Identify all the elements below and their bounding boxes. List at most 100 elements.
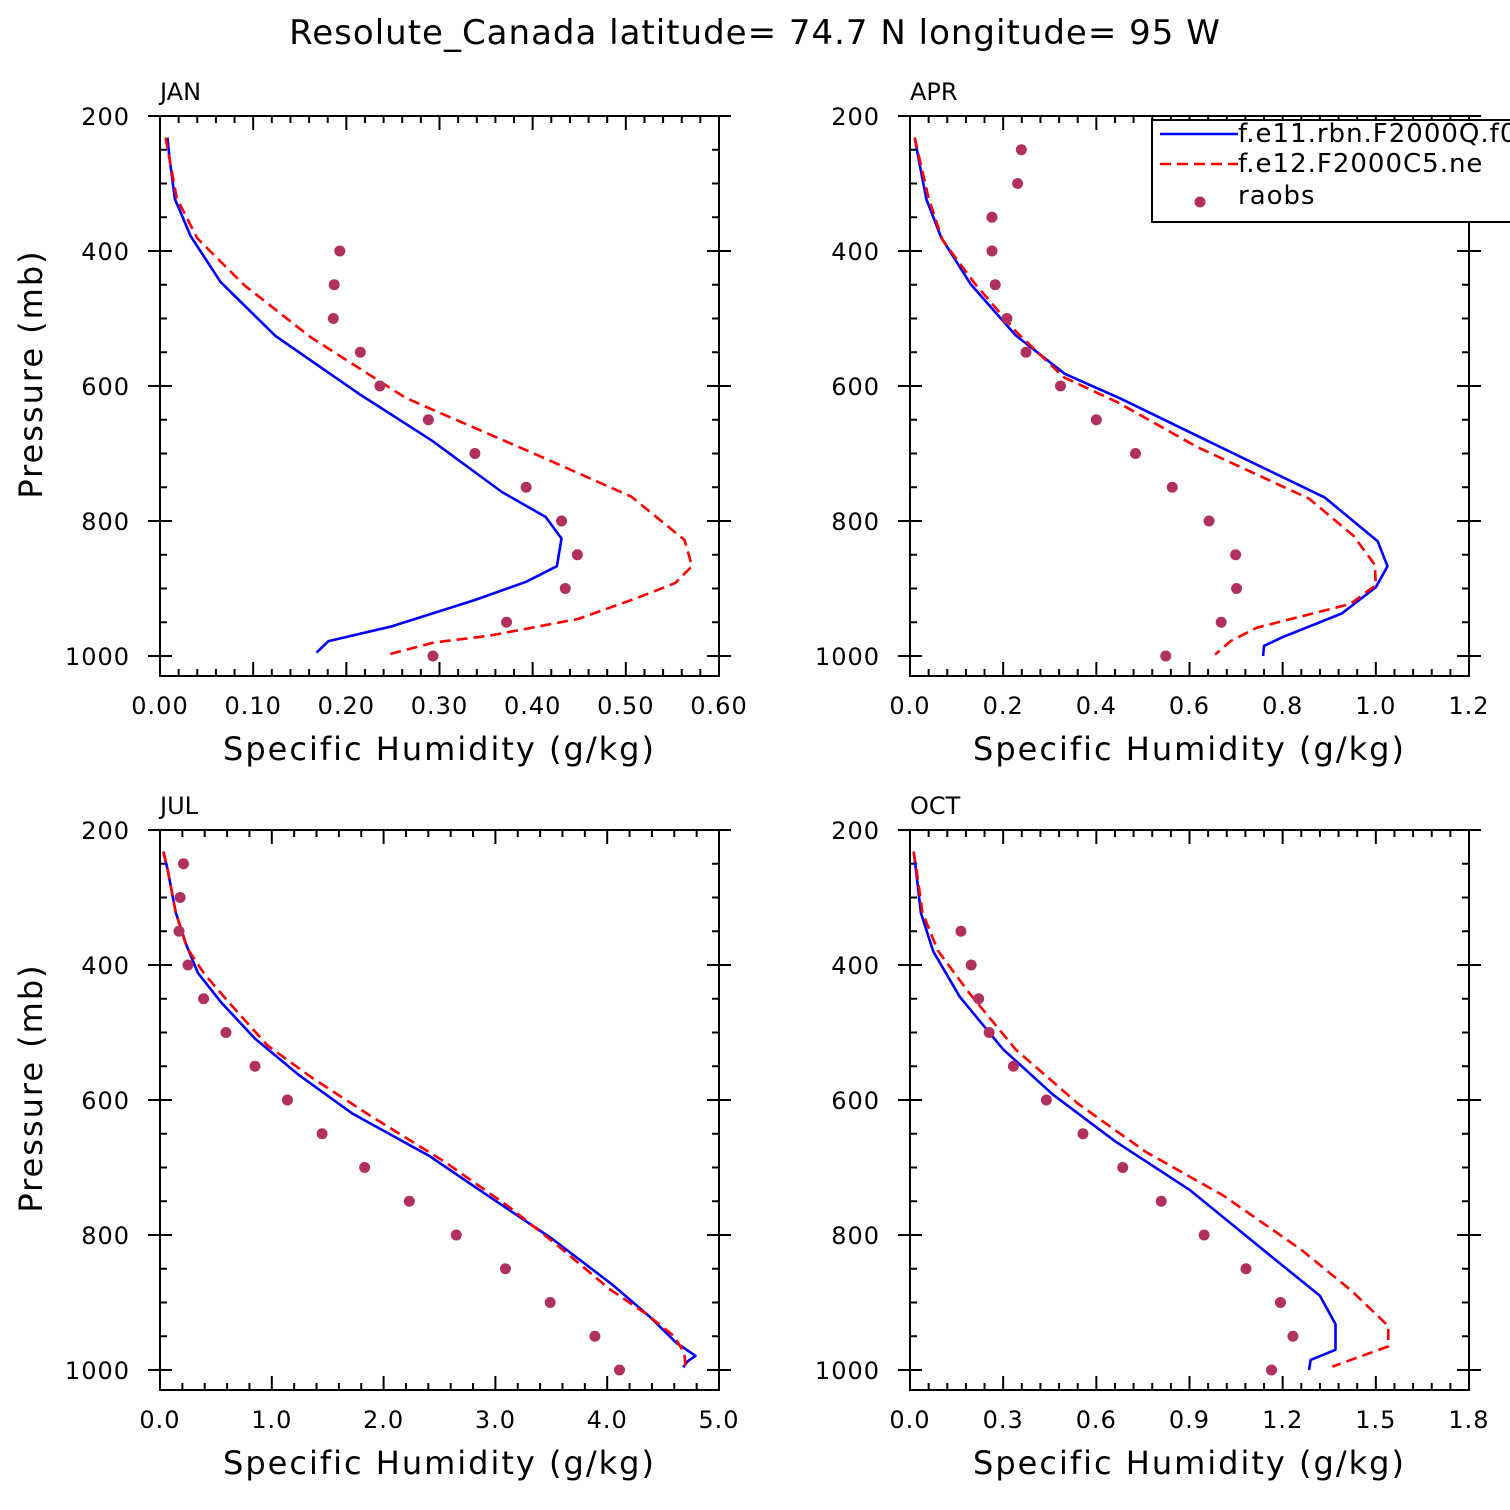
legend-marker-dot: [1194, 196, 1206, 208]
y-axis-label: Pressure (mb): [12, 249, 50, 498]
model-line-dashed: [162, 851, 687, 1367]
raobs-point: [1160, 650, 1172, 662]
x-tick-label: 0.6: [1076, 1406, 1117, 1434]
legend-entry: f.e12.F2000C5.ne: [1160, 149, 1483, 179]
y-tick-label: 600: [81, 373, 130, 401]
x-tick-label: 0.00: [131, 692, 188, 720]
x-tick-label: 1.8: [1448, 1406, 1489, 1434]
raobs-point: [182, 959, 194, 971]
x-tick-label: 4.0: [587, 1406, 628, 1434]
x-tick-label: 0.50: [597, 692, 654, 720]
model-line-dashed: [912, 851, 1390, 1368]
raobs-point: [965, 959, 977, 971]
x-tick-label: 0.60: [690, 692, 747, 720]
raobs-point: [327, 313, 339, 324]
y-tick-label: 200: [81, 103, 130, 131]
y-tick-label: 600: [831, 373, 880, 401]
y-tick-label: 1000: [65, 643, 130, 671]
raobs-point: [220, 1027, 232, 1038]
panel-jul: 0.0 1.0 2.0 3.0 4.0 5.0 200 400 600 800 1000 JUL Spe…: [12, 792, 739, 1482]
raobs-point: [1287, 1330, 1299, 1342]
raobs-point: [450, 1229, 462, 1241]
raobs-point: [499, 1263, 511, 1275]
x-tick-label: 0.2: [983, 692, 1024, 720]
raobs-point: [989, 279, 1001, 291]
plot-frame: [909, 829, 1470, 1391]
model-line-solid: [166, 137, 563, 654]
y-tick-label: 1000: [65, 1357, 130, 1385]
x-tick-label: 1.5: [1355, 1406, 1396, 1434]
x-tick-label: 1.0: [1355, 692, 1396, 720]
x-tick-label: 0.20: [318, 692, 375, 720]
raobs-point: [403, 1195, 415, 1207]
raobs-point: [1129, 448, 1141, 459]
raobs-point: [1054, 380, 1066, 392]
raobs-point: [1215, 616, 1227, 628]
panel-oct: 0.0 0.3 0.6 0.9 1.2 1.5 1.8 200 400 600 800 1000 OCT…: [815, 792, 1489, 1482]
raobs-point: [1155, 1195, 1167, 1207]
panels: 0.00 0.10 0.20 0.30 0.40 0.50 0.60 200 400 600 800…: [12, 78, 1489, 1482]
raobs-point: [374, 380, 386, 392]
x-axis-label: Specific Humidity (g/kg): [223, 730, 656, 768]
y-tick-label: 1000: [815, 643, 880, 671]
raobs-point: [1230, 549, 1242, 561]
x-tick-label: 0.8: [1262, 692, 1303, 720]
y-tick-label: 200: [81, 817, 130, 845]
raobs-point: [1077, 1128, 1089, 1140]
legend-entry: f.e11.rbn.F2000Q.f0: [1160, 119, 1510, 149]
raobs-point: [1117, 1162, 1129, 1173]
raobs-point: [316, 1128, 328, 1140]
raobs-point: [955, 925, 967, 937]
y-tick-label: 800: [81, 508, 130, 536]
y-tick-label: 800: [81, 1222, 130, 1250]
raobs-point: [559, 583, 571, 594]
y-tick-label: 400: [81, 238, 130, 266]
raobs-point: [589, 1330, 601, 1342]
y-tick-label: 200: [831, 103, 880, 131]
model-line-solid: [162, 851, 697, 1369]
y-tick-label: 600: [831, 1087, 880, 1115]
raobs-point: [1012, 178, 1024, 189]
legend-label: f.e11.rbn.F2000Q.f0: [1238, 119, 1510, 149]
figure-title: Resolute_Canada latitude= 74.7 N longitu…: [289, 13, 1221, 53]
panel-label: APR: [910, 78, 958, 106]
raobs-point: [1265, 1364, 1277, 1376]
x-tick-label: 0.0: [889, 692, 930, 720]
x-axis-label: Specific Humidity (g/kg): [973, 1444, 1406, 1482]
panel-label: JUL: [158, 792, 199, 820]
raobs-point: [613, 1364, 625, 1376]
raobs-point: [520, 481, 532, 493]
x-tick-label: 1.2: [1262, 1406, 1303, 1434]
x-tick-label: 0.4: [1076, 692, 1117, 720]
legend-label: raobs: [1238, 181, 1316, 211]
x-axis-label: Specific Humidity (g/kg): [223, 1444, 656, 1482]
raobs-point: [173, 925, 185, 937]
raobs-point: [1090, 414, 1102, 426]
raobs-point: [1231, 583, 1243, 594]
series-group: [162, 851, 697, 1376]
x-axis-label: Specific Humidity (g/kg): [973, 730, 1406, 768]
legend-box: [1151, 119, 1510, 223]
raobs-point: [1274, 1297, 1286, 1308]
raobs-point: [1001, 313, 1013, 324]
legend-label: f.e12.F2000C5.ne: [1238, 149, 1483, 179]
raobs-point: [427, 650, 439, 662]
raobs-point: [1166, 481, 1178, 493]
raobs-point: [1020, 346, 1032, 358]
x-tick-label: 0.6: [1169, 692, 1210, 720]
raobs-point: [983, 1027, 995, 1038]
x-tick-label: 0.30: [411, 692, 468, 720]
raobs-point: [973, 993, 985, 1005]
y-axis-label: Pressure (mb): [12, 963, 50, 1212]
raobs-point: [1198, 1229, 1210, 1241]
raobs-point: [174, 892, 186, 903]
y-tick-label: 400: [81, 952, 130, 980]
model-line-dashed: [913, 137, 1378, 656]
panel-label: JAN: [158, 78, 201, 106]
model-line-solid: [912, 851, 1337, 1371]
raobs-point: [422, 414, 434, 426]
raobs-point: [1240, 1263, 1252, 1275]
x-tick-label: 3.0: [475, 1406, 516, 1434]
y-tick-label: 1000: [815, 1357, 880, 1385]
